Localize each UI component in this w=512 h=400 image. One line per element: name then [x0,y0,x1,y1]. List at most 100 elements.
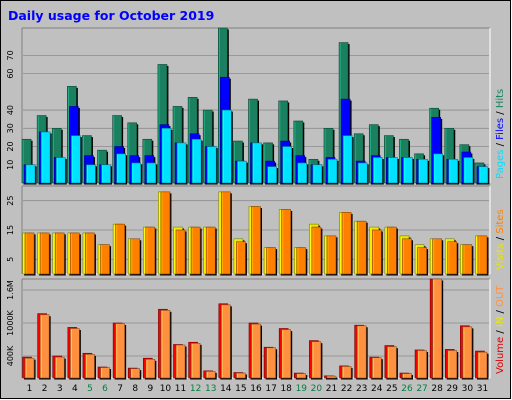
x-tick-label: 16 [250,384,262,394]
bar-sites-body [266,247,276,275]
legend-item: / [495,108,506,118]
bar-out-body [236,372,246,379]
bar-volume-highlight [340,366,342,378]
y-tick-label: 1000K [6,309,15,335]
bar-hits-highlight [445,128,447,183]
bar-out-highlight [206,372,208,378]
bar-files-highlight [160,125,162,183]
bar-out-body [477,351,488,379]
bar-sites-highlight [282,210,284,274]
bar-sites-body [417,247,427,275]
bar-hits-highlight [294,121,296,183]
bar-pages [101,164,113,185]
bar-visits-highlight [309,224,311,274]
bar-out-body [39,314,50,379]
bar-pages-highlight [238,161,240,183]
bar-files-highlight [236,161,238,183]
bar-pages-highlight [419,159,421,183]
bar-out-body [387,346,397,379]
bar-out-body [145,358,156,379]
bar-pages [478,166,490,185]
bar-out [160,310,172,380]
bar-visits-highlight [370,227,372,274]
bar-out-body [205,371,216,379]
bar-out-body [100,367,110,379]
bar-visits-highlight [249,207,251,274]
bar-volume-highlight [83,353,85,378]
bar-out-body [251,323,261,379]
bar-pages-highlight [147,163,149,183]
bar-visits-highlight [400,236,402,274]
bar-out [341,366,353,380]
bar-sites [296,247,308,276]
bar-sites [190,226,202,276]
bar-files-highlight [175,143,177,183]
bar-pages [403,157,414,185]
bar-visits-highlight [264,248,266,274]
bar-files-highlight [432,117,434,183]
bar-volume-highlight [445,350,447,378]
bar-pages-body [267,166,277,184]
bar-out [311,341,323,380]
x-tick-label: 27 [416,384,427,394]
bar-sites-highlight [206,227,208,274]
bar-pages [176,142,188,185]
bar-pages-body [282,146,292,184]
bar-out-body [326,375,337,379]
bar-pages-body [463,157,474,184]
bar-files-highlight [54,158,56,183]
bar-files-highlight [100,165,102,183]
bar-volume-highlight [294,373,296,378]
legend-middle: Visits / Sites [495,209,506,270]
bar-hits-highlight [369,125,371,183]
bar-visits-highlight [159,192,161,274]
bar-out-highlight [237,373,239,378]
bar-files-highlight [356,161,358,183]
x-tick-label: 26 [401,384,413,394]
bar-volume-highlight [430,279,432,378]
bar-volume-highlight [234,373,236,378]
bar-sites [341,212,353,276]
bar-sites [130,238,142,276]
bar-hits-highlight [37,116,39,183]
bar-out [371,357,383,380]
bar-sites-body [130,238,141,275]
x-tick-label: 18 [280,384,292,394]
bar-out-highlight [403,374,405,378]
bar-sites [145,226,157,276]
bar-out [402,373,413,380]
bar-volume-highlight [68,328,70,378]
legend-item: Pages [495,150,506,179]
bar-pages-highlight [117,154,119,183]
bar-out [205,371,217,380]
y-tick-label: 70 [6,50,15,60]
bar-files-highlight [220,77,222,183]
bar-out-highlight [327,376,329,378]
bar-pages [297,162,309,185]
legend-item: / [495,327,506,337]
y-tick-label: 5 [6,257,15,262]
bar-out-body [221,304,231,379]
bar-files-highlight [130,156,132,183]
bar-sites [251,206,262,276]
bar-sites-highlight [237,242,239,274]
bar-out [462,326,474,380]
bar-pages-body [297,162,308,184]
bar-pages-body [116,153,126,184]
bar-pages-highlight [253,143,255,183]
bar-pages [206,146,218,185]
bar-out-body [70,328,80,379]
bar-pages-body [433,153,443,184]
legend-bottom: Volume / IN / OUT [495,285,506,374]
bar-sites-highlight [387,227,389,274]
bar-volume-highlight [174,345,176,378]
bar-volume-highlight [370,357,372,378]
bar-volume-highlight [23,357,25,378]
bar-pages-body [372,157,383,184]
y-tick-label: 30 [6,123,15,133]
bar-out-highlight [463,327,465,378]
bar-out [326,375,338,380]
chart-panels: 10 20 30 40 60 70 Pages / Files / Hits 5 15 25 Vis… [6,27,506,380]
bar-volume-highlight [385,346,387,378]
bar-pages [116,153,128,185]
